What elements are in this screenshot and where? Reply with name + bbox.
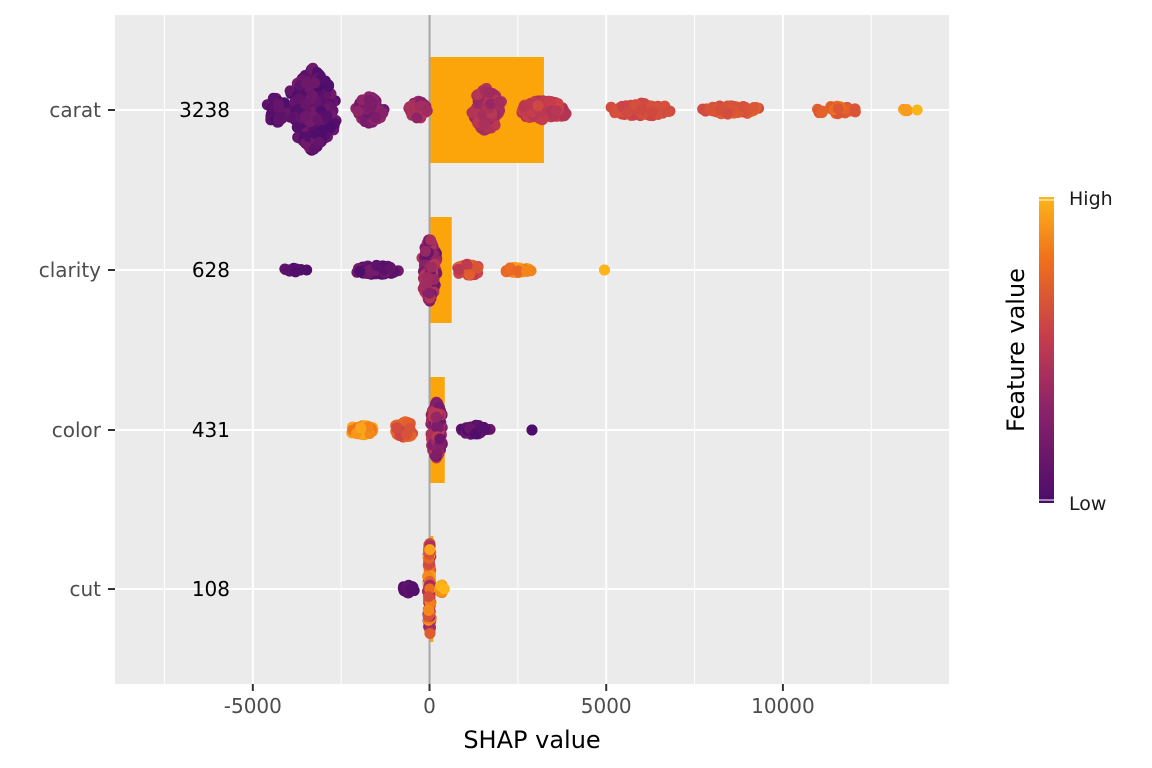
point [354, 266, 366, 278]
point [832, 103, 844, 115]
point [901, 104, 913, 116]
legend: Feature value High Low [1002, 188, 1113, 515]
points-cut [397, 537, 450, 639]
point [485, 98, 497, 110]
point [598, 264, 610, 276]
point [478, 119, 490, 131]
point [748, 102, 760, 114]
point [300, 78, 312, 90]
point [323, 80, 335, 92]
point [484, 87, 496, 99]
point [391, 422, 403, 434]
point [434, 433, 446, 445]
point [635, 103, 647, 115]
importance-label-carat: 3238 [179, 98, 230, 122]
point [291, 121, 303, 133]
legend-high-label: High [1069, 188, 1113, 210]
point [426, 261, 438, 273]
point [306, 89, 318, 101]
point [663, 105, 675, 117]
point [646, 106, 658, 118]
shap-points [261, 62, 923, 639]
importance-label-color: 431 [192, 418, 230, 442]
importance-label-cut: 108 [192, 577, 230, 601]
point [704, 104, 716, 116]
points-clarity [279, 234, 610, 307]
point [438, 583, 450, 595]
point [816, 107, 828, 119]
point [421, 105, 433, 117]
legend-low-label: Low [1069, 493, 1106, 515]
point [721, 107, 733, 119]
point [371, 259, 383, 271]
point [290, 266, 302, 278]
point [424, 234, 436, 246]
point [550, 105, 562, 117]
point [849, 106, 861, 118]
point [299, 98, 311, 110]
point [321, 110, 333, 122]
importance-label-clarity: 628 [192, 258, 230, 282]
point [370, 111, 382, 123]
point [300, 110, 312, 122]
point [309, 77, 321, 89]
point [466, 107, 478, 119]
x-tick-label: -5000 [224, 694, 282, 718]
x-tick-label: 0 [423, 694, 436, 718]
point [423, 287, 435, 299]
y-tick-label-carat: carat [49, 98, 101, 122]
point [521, 265, 533, 277]
points-carat [261, 62, 923, 156]
point [352, 105, 364, 117]
point [461, 258, 473, 270]
point [419, 245, 431, 257]
legend-colorbar [1039, 197, 1054, 503]
point [424, 544, 436, 556]
point [423, 604, 435, 616]
point [424, 627, 436, 639]
point [512, 265, 524, 277]
y-tick-label-cut: cut [69, 577, 101, 601]
point [622, 106, 634, 118]
x-axis: -5000 0 5000 10000 [224, 684, 815, 718]
points-color [346, 396, 538, 464]
point [411, 112, 423, 124]
point [493, 96, 505, 108]
point [313, 136, 325, 148]
point [526, 424, 538, 436]
point [274, 110, 286, 122]
y-tick-label-clarity: clarity [39, 258, 101, 282]
point [404, 422, 416, 434]
point [911, 104, 923, 116]
point [532, 100, 544, 112]
y-tick-label-color: color [52, 418, 102, 442]
x-tick-label: 10000 [751, 694, 815, 718]
point [385, 262, 397, 274]
point [312, 113, 324, 125]
point [355, 422, 367, 434]
point [363, 94, 375, 106]
x-axis-title: SHAP value [463, 726, 600, 754]
point [430, 411, 442, 423]
point [453, 264, 465, 276]
point [464, 269, 476, 281]
point [422, 591, 434, 603]
legend-title: Feature value [1002, 268, 1030, 432]
point [536, 114, 548, 126]
point [405, 584, 417, 596]
point [273, 98, 285, 110]
point [431, 448, 443, 460]
y-axis: carat clarity color cut [39, 98, 115, 601]
x-tick-label: 5000 [581, 694, 632, 718]
point [472, 262, 484, 274]
point [475, 422, 487, 434]
point [432, 422, 444, 434]
point [422, 271, 434, 283]
importance-labels: 3238 628 431 108 [179, 98, 230, 601]
point [544, 96, 556, 108]
